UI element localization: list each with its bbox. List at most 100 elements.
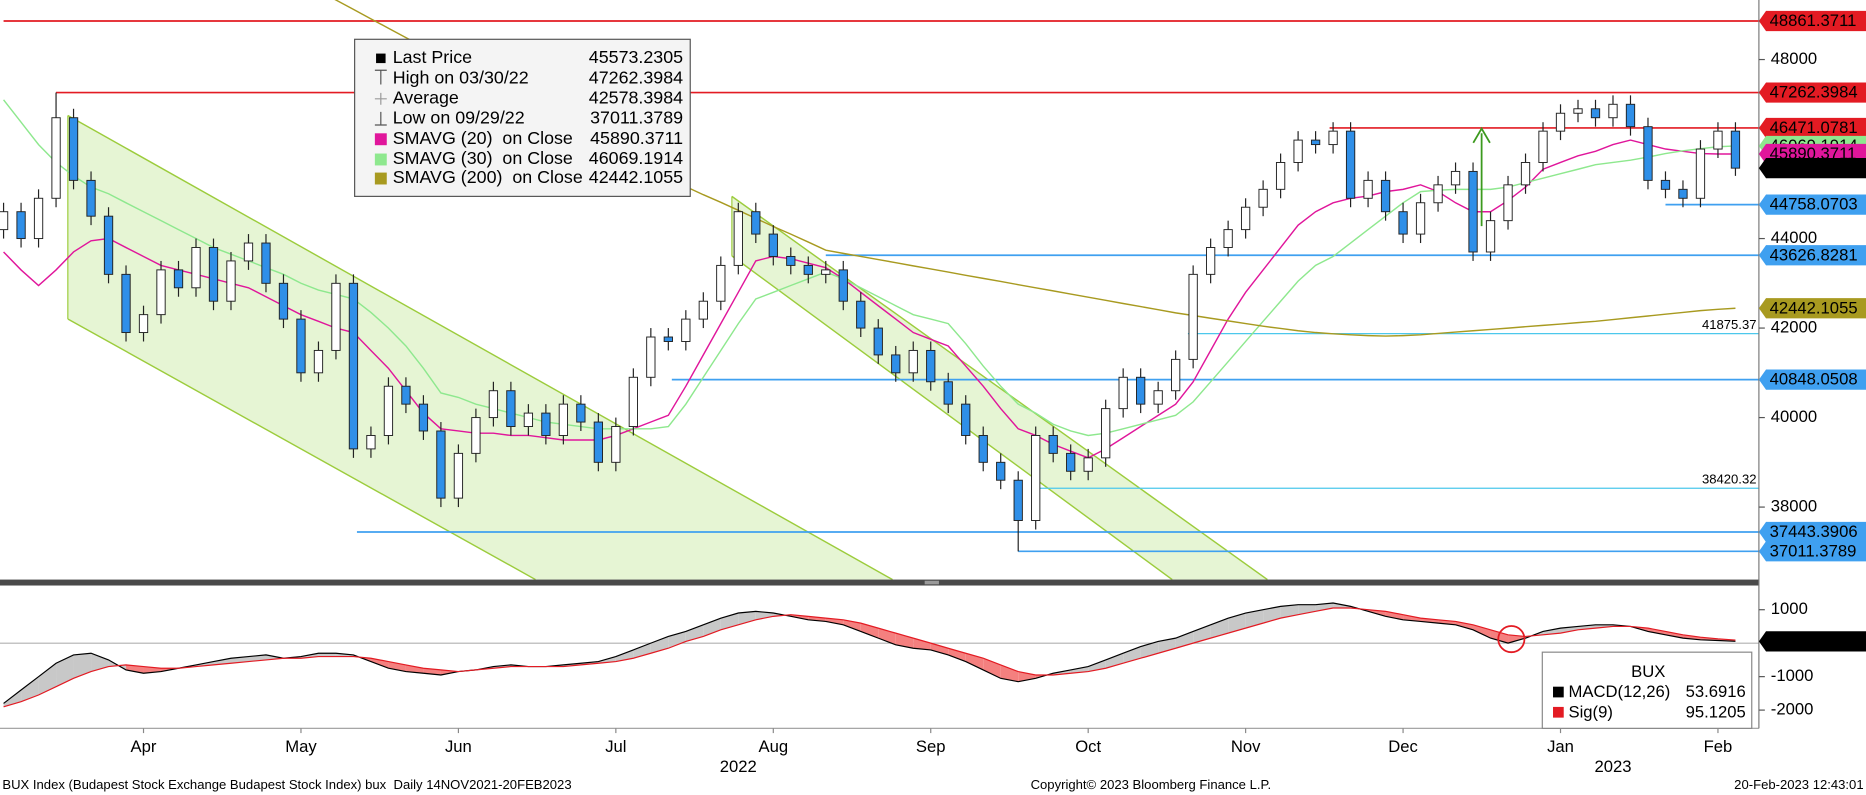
candle-body [1520,162,1531,186]
axis-labels: 38000 40000 42000 44000 48000 -2000 -1000 1000 4… [131,10,1866,776]
x-tick-label: May [285,737,317,756]
candle-body [681,318,691,342]
candle-body [821,269,831,275]
macd-fill [1508,634,1526,644]
candle-body [1293,139,1303,163]
candle-body [1468,170,1478,253]
candle-body [313,349,324,374]
candle-body [261,242,271,284]
candle-body [383,385,394,436]
price-label-box [1758,369,1866,390]
y-tick-label: 40000 [1771,407,1817,426]
candle-body [523,412,534,427]
legend-value: 37011.3789 [590,108,683,128]
legend-label: Sig(9) [1568,702,1612,721]
candle-body [1450,170,1461,186]
macd-fill [1245,609,1264,629]
macd-fill [930,643,949,655]
macd-fill [126,664,144,674]
candle-body [803,264,813,275]
candle-body [86,179,96,217]
candle-body [926,349,936,383]
legend-icon [1553,686,1564,698]
candle-body [208,247,219,302]
price-label: 37443.3906 [1770,522,1858,541]
macd-fill [1018,671,1036,682]
candle-body [1171,358,1181,392]
y-tick-label: 1000 [1771,599,1808,618]
candle-body [296,318,306,374]
y-tick-label: 38000 [1771,496,1817,515]
legend-label: Low on 09/29/22 [393,108,525,128]
candle-body [943,381,953,405]
price-label: 44758.0703 [1770,195,1858,214]
channel-line [67,114,893,580]
macd-fill [1315,603,1334,612]
price-label: 42442.1055 [1770,298,1858,317]
candle-body [786,255,796,266]
candle-body [1223,229,1233,248]
candle-body [1031,434,1041,521]
legend: Last Price High on 03/30/22 Average Low … [354,38,691,197]
price-label-box [1758,298,1866,319]
legend-label: Average [393,88,459,108]
candle-body [541,412,551,436]
price-label: 46471.0781 [1770,118,1858,137]
legend-value: 47262.3984 [589,67,683,87]
trend-channels [67,114,1268,580]
year-label: 2022 [720,757,757,776]
separator-handle [924,580,939,585]
legend-value: 42442.1055 [589,167,683,187]
legend-value: 42578.3984 [589,88,683,108]
y-tick-label: -2000 [1771,700,1814,719]
candle-body [978,434,988,463]
x-tick-label: Jul [605,737,626,756]
candle-body [1573,108,1583,114]
price-label-box [1758,245,1866,266]
candle-body [436,430,446,499]
price-label-box [1758,158,1866,179]
candle-body [1555,112,1566,132]
price-label-box [1758,117,1866,139]
price-label: 48861.3711 [1770,11,1857,30]
candle-body [1048,434,1058,454]
annotations [1472,126,1526,654]
legend-label: SMAVG (20) on Close [393,128,573,148]
macd-fill [1228,613,1246,634]
legend-value: 45573.2305 [589,47,683,67]
candle-body [908,349,918,374]
x-tick-label: Sep [916,737,946,756]
moving-average-line [334,0,1736,337]
legend-value: 46069.1914 [589,148,683,168]
candle-body [611,426,621,463]
candle-body [471,417,481,454]
candle-body [838,269,848,302]
price-label-box [1758,631,1866,652]
candle-body [1310,139,1321,146]
legend-value: 95.1205 [1686,702,1746,721]
price-label-box [1758,194,1866,215]
candle-body [961,403,971,436]
macd-fill [1280,604,1299,619]
price-label-box [1758,541,1866,562]
legend-icon [376,53,386,64]
candle-body [121,273,131,334]
candle-body [558,403,569,436]
candle-body [768,233,778,257]
candle-body [68,117,79,181]
candle-body [1678,188,1688,199]
price-label: 38420.32 [1702,471,1757,486]
candle-body [716,264,726,302]
macd-fill [1158,638,1176,654]
legend-icon [374,92,387,105]
macd-fill [1682,634,1701,640]
legend-icon [1553,706,1564,718]
macd-fill [318,653,336,657]
x-tick-label: Aug [758,737,788,756]
legend-icon [374,111,387,126]
macd-fill [1665,631,1683,639]
candle-body [1345,130,1356,199]
price-label: 43626.8281 [1770,245,1858,264]
macd-fill [21,676,39,702]
x-tick-label: Oct [1075,737,1101,756]
